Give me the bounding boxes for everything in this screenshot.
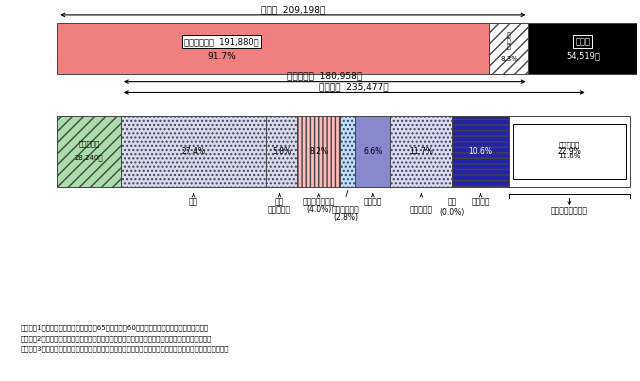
Text: 10.6%: 10.6% [468,147,493,156]
Text: 教養娯楽: 教養娯楽 [471,197,490,207]
Bar [390,116,452,187]
Text: (2.8%): (2.8%) [333,213,358,222]
Text: 8.3%: 8.3% [500,56,518,62]
Text: 光熱・水道: 光熱・水道 [268,205,291,215]
Bar [529,23,637,74]
Text: 11.6%: 11.6% [558,153,580,159]
Text: 8.2%: 8.2% [309,147,328,156]
Bar [509,116,630,187]
Text: 可処分所得  180,958円: 可処分所得 180,958円 [287,72,362,81]
Bar [490,23,529,74]
Text: 3　図中の「食料」から「その他の消費支出」までの割合（％）は，消費支出に占める割合である。: 3 図中の「食料」から「その他の消費支出」までの割合（％）は，消費支出に占める割… [20,346,229,352]
Text: （注）　1　高齢夫婦無職世帯とは，夫65歳以上，妻60歳以上の夫婦のみの無職世帯である。: （注） 1 高齢夫婦無職世帯とは，夫65歳以上，妻60歳以上の夫婦のみの無職世帯… [20,324,209,331]
Text: 保健医療: 保健医療 [364,197,382,207]
Text: 住居: 住居 [275,197,284,207]
Bar [297,116,340,187]
Bar [452,116,509,187]
Text: 交通・通信: 交通・通信 [410,205,433,215]
Text: その他の消費支出: その他の消費支出 [551,207,588,215]
Bar [340,116,355,187]
Text: 91.7%: 91.7% [207,51,236,61]
Text: 54,519円: 54,519円 [566,51,600,61]
Text: そ
の
他: そ の 他 [507,32,511,50]
Text: 非消費支出: 非消費支出 [79,140,100,147]
Bar [58,23,490,74]
Text: 5.8%: 5.8% [272,147,291,156]
Text: (4.0%): (4.0%) [306,205,332,215]
Bar [355,116,390,187]
Text: 27.4%: 27.4% [182,147,205,156]
Text: 不足分: 不足分 [575,37,590,46]
Text: 食料: 食料 [189,197,198,207]
Text: 被服及び履物: 被服及び履物 [332,205,360,215]
Bar [513,124,626,179]
Bar [58,116,121,187]
Text: 実収入  209,198円: 実収入 209,198円 [260,5,325,14]
Text: うち交際費: うち交際費 [559,141,580,148]
Text: 22.9%: 22.9% [557,147,581,156]
Bar [266,116,297,187]
Bar [121,116,266,187]
Text: 消費支出  235,477円: 消費支出 235,477円 [319,82,389,91]
Text: 家具・家事用品: 家具・家事用品 [303,197,335,207]
Text: 28,240円: 28,240円 [75,154,104,160]
Text: 11.7%: 11.7% [410,147,433,156]
Text: 社会保障給付  191,880円: 社会保障給付 191,880円 [184,37,259,46]
Text: 教育
(0.0%): 教育 (0.0%) [440,197,465,217]
Text: 6.6%: 6.6% [363,147,383,156]
Text: 2　図中の「社会保障給付」及び「その他」の割合（％）は，実収入に占める割合である。: 2 図中の「社会保障給付」及び「その他」の割合（％）は，実収入に占める割合である… [20,335,212,342]
